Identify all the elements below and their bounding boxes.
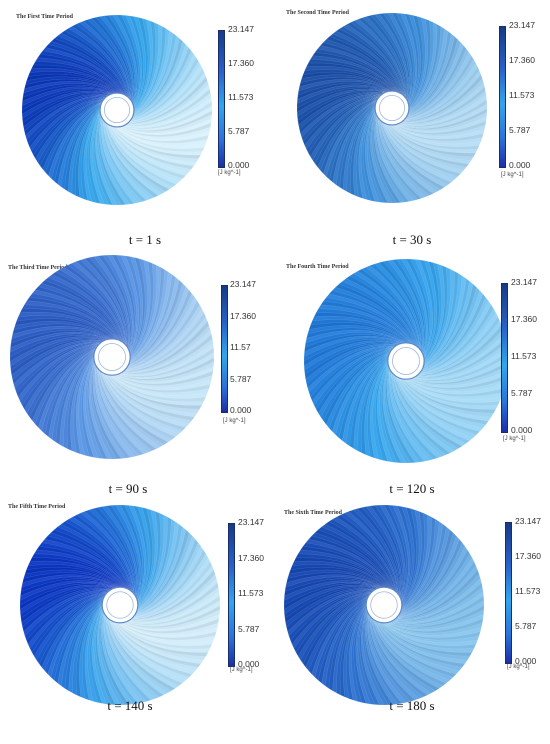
panel-3-colorbar-tick: 5.787 — [230, 373, 252, 384]
panel-2-colorbar-tick: 5.787 — [509, 125, 531, 135]
panel-4-title: The Fourth Time Period — [286, 264, 349, 270]
panel-5-colorbar-tick: 5.787 — [238, 623, 260, 634]
panel-6-colorbar-tick: 23.147 — [515, 516, 541, 526]
panel-1-colorbar-tick: 0.000 — [228, 160, 250, 170]
panel-1-colorbar-tick: 23.147 — [228, 24, 254, 34]
panel-6-impeller — [283, 504, 485, 706]
panel-3-colorbar — [221, 285, 228, 413]
panel-4-colorbar-tick: 11.573 — [511, 351, 537, 361]
panel-3-colorbar-tick: 0.000 — [230, 405, 252, 415]
panel-6-colorbar-tick: 0.000 — [515, 656, 537, 666]
panel-1-title: The First Time Period — [16, 14, 73, 20]
panel-5-colorbar-tick: 17.360 — [238, 552, 264, 563]
panel-3-colorbar-tick: 17.360 — [230, 310, 256, 321]
panel-6-colorbar-tick: 5.787 — [515, 621, 537, 631]
panel-6-time-label: t = 180 s — [389, 698, 435, 713]
panel-4-colorbar-tick: 0.000 — [511, 425, 533, 435]
panel-2-colorbar-tick: 17.360 — [509, 55, 535, 65]
panel-5-colorbar-tick: 0.000 — [238, 659, 260, 669]
panel-5-time-label: t = 140 s — [107, 698, 153, 713]
panel-3-colorbar-tick: 11.57 — [230, 342, 251, 352]
panel-2-colorbar — [499, 26, 506, 168]
panel-1-colorbar — [218, 30, 225, 168]
panel-4-colorbar-tick: 17.360 — [511, 314, 537, 324]
panel-6-title: The Sixth Time Period — [284, 510, 342, 516]
panel-4-colorbar-tick: 5.787 — [511, 388, 533, 398]
panel-2-time-label: t = 30 s — [392, 232, 432, 247]
panel-2-title: The Second Time Period — [286, 10, 349, 16]
panel-4-colorbar-tick: 23.147 — [511, 277, 537, 287]
panel-1-time-label: t = 1 s — [128, 232, 162, 247]
panel-6-colorbar — [505, 522, 512, 664]
panel-3-impeller — [9, 254, 215, 460]
panel-4-impeller — [303, 258, 509, 464]
panel-6-colorbar-unit: [J kg^-1] — [507, 664, 530, 670]
panel-2-colorbar-tick: 0.000 — [509, 160, 531, 170]
panel-6-colorbar-tick: 17.360 — [515, 551, 541, 561]
panel-5-colorbar-unit: [J kg^-1] — [230, 667, 253, 673]
panel-5-impeller — [19, 504, 221, 706]
panel-1-impeller — [21, 14, 213, 206]
panel-1-colorbar-tick: 17.360 — [228, 58, 254, 68]
panel-1-colorbar-unit: [J kg^-1] — [218, 170, 241, 176]
panel-2-colorbar-tick: 23.147 — [509, 20, 535, 30]
panel-5-colorbar-tick: 23.147 — [238, 517, 264, 527]
panel-2-impeller — [296, 12, 488, 204]
panel-4-time-label: t = 120 s — [389, 481, 435, 496]
panel-5-colorbar — [228, 523, 235, 667]
panel-3-title: The Third Time Period — [8, 265, 68, 271]
panel-5-title: The Fifth Time Period — [8, 504, 66, 510]
panel-2-colorbar-unit: [J kg^-1] — [501, 172, 524, 178]
panel-4-colorbar — [501, 283, 508, 433]
panel-3-colorbar-unit: [J kg^-1] — [223, 418, 246, 424]
panel-4-colorbar-unit: [J kg^-1] — [503, 436, 526, 442]
panel-3-time-label: t = 90 s — [108, 481, 148, 496]
panel-1-colorbar-tick: 11.573 — [228, 92, 254, 102]
panel-6-colorbar-tick: 11.573 — [515, 586, 541, 596]
panel-3-colorbar-tick: 23.147 — [230, 279, 256, 289]
panel-5-colorbar-tick: 11.573 — [238, 588, 264, 598]
panel-2-colorbar-tick: 11.573 — [509, 90, 535, 100]
panel-1-colorbar-tick: 5.787 — [228, 126, 250, 136]
